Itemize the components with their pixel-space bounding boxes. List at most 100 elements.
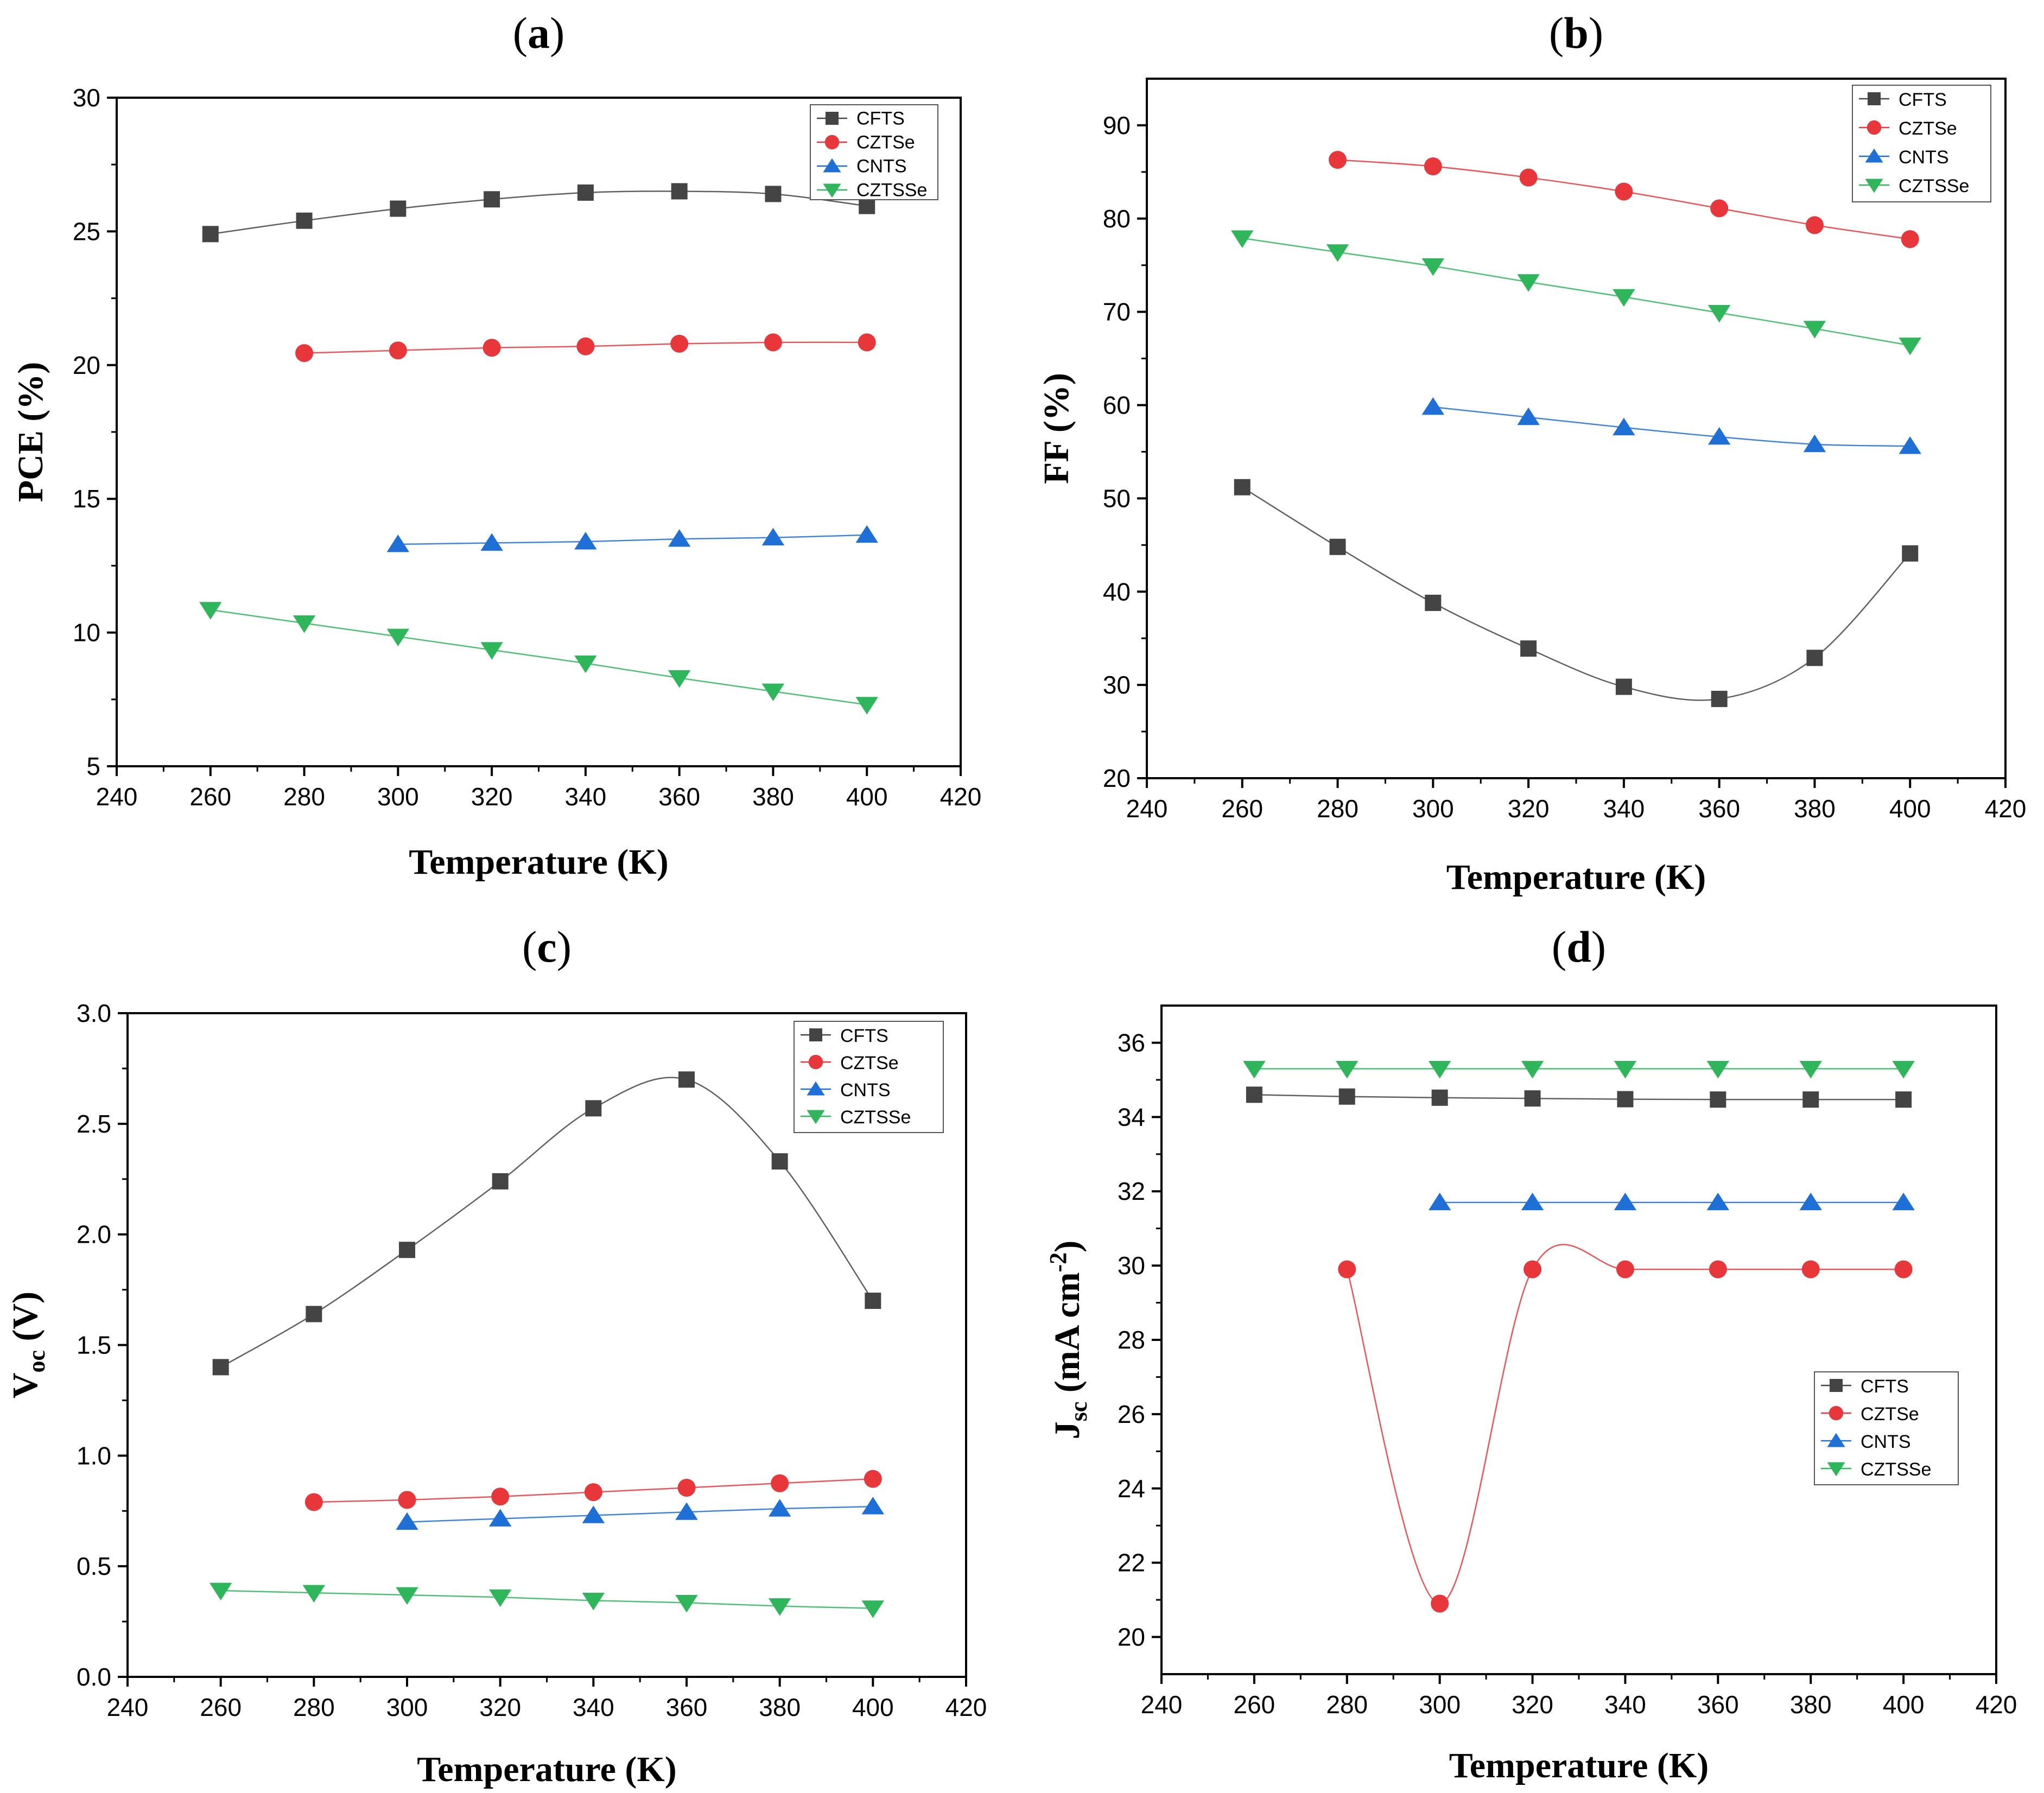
legend-marker	[823, 158, 841, 173]
series-line	[1254, 1094, 1904, 1101]
data-point	[1616, 1260, 1634, 1279]
series-cztse	[304, 1470, 882, 1511]
data-point	[1424, 157, 1442, 176]
y-axis-label: FF (%)	[1037, 373, 1076, 484]
series-line	[210, 190, 867, 235]
legend: CFTS CZTSe CNTS CZTSSe	[794, 1021, 944, 1133]
data-point	[1710, 199, 1729, 218]
legend-label: CZTSe	[1861, 1404, 1919, 1425]
x-tick-label: 360	[666, 1693, 708, 1721]
x-tick-label: 240	[107, 1693, 149, 1721]
legend-marker	[1865, 148, 1883, 163]
data-point	[1895, 1091, 1912, 1108]
data-point	[761, 527, 785, 546]
data-point	[1805, 216, 1824, 234]
data-point	[765, 186, 782, 202]
x-tick-label: 320	[1512, 1690, 1553, 1719]
legend-marker	[809, 1028, 822, 1041]
data-point	[1613, 417, 1635, 436]
data-point	[582, 1505, 605, 1523]
data-point	[771, 1153, 788, 1170]
data-point	[1521, 1192, 1544, 1211]
data-point	[1799, 1060, 1822, 1079]
y-tick-label: 40	[1103, 577, 1131, 606]
data-point	[859, 198, 875, 214]
data-point	[1428, 1060, 1451, 1079]
series-cztsse	[209, 1582, 885, 1618]
data-point	[584, 1483, 602, 1502]
data-point	[1899, 436, 1921, 454]
panel-title: (a)	[513, 8, 565, 58]
data-point	[864, 1470, 882, 1488]
legend-marker	[807, 1110, 825, 1124]
data-point	[1902, 545, 1919, 562]
data-point	[209, 1582, 232, 1601]
panel-title-open: (	[1552, 922, 1566, 971]
panel-title-close: )	[1591, 922, 1606, 971]
panel-title-letter: c	[537, 922, 556, 971]
y-tick-label: 24	[1118, 1474, 1145, 1503]
y-tick-label: 60	[1103, 391, 1131, 419]
y-tick-label: 90	[1103, 111, 1131, 139]
panel-title-open: (	[513, 8, 528, 58]
data-point	[1425, 594, 1442, 611]
data-point	[668, 670, 691, 688]
x-tick-label: 260	[200, 1693, 242, 1721]
data-point	[1901, 230, 1919, 249]
x-tick-label: 380	[1790, 1690, 1832, 1719]
data-point	[398, 1491, 416, 1509]
data-point	[1431, 1594, 1449, 1613]
x-tick-label: 280	[293, 1693, 335, 1721]
data-point	[1428, 1192, 1451, 1211]
data-point	[1707, 427, 1731, 445]
data-point	[293, 615, 316, 633]
x-tick-label: 360	[1698, 794, 1740, 823]
data-point	[1615, 182, 1633, 201]
data-point	[1326, 244, 1349, 262]
x-axis-label: Temperature (K)	[417, 1750, 676, 1789]
data-point	[1806, 650, 1823, 666]
x-tick-label: 300	[1419, 1690, 1461, 1719]
x-tick-label: 260	[1234, 1690, 1275, 1719]
series-cnts	[1421, 397, 1921, 454]
data-point	[861, 1497, 885, 1515]
y-tick-label: 20	[1118, 1623, 1145, 1651]
data-point	[1709, 1260, 1727, 1279]
data-point	[396, 1587, 418, 1605]
legend-marker	[823, 183, 841, 198]
legend-label: CZTSSe	[856, 180, 927, 201]
series-cztsse	[1231, 230, 1921, 355]
x-tick-label: 280	[283, 783, 325, 811]
y-tick-label: 80	[1103, 205, 1131, 233]
data-point	[1799, 1192, 1822, 1211]
x-tick-label: 240	[96, 783, 138, 811]
panel-title: (c)	[522, 922, 572, 971]
x-tick-label: 300	[377, 783, 419, 811]
data-point	[768, 1598, 791, 1616]
x-tick-label: 320	[479, 1693, 521, 1721]
panel-title: (d)	[1552, 922, 1606, 971]
legend-label: CZTSe	[856, 132, 915, 153]
data-point	[675, 1595, 698, 1613]
series-line	[1242, 237, 1910, 346]
data-point	[1899, 338, 1921, 355]
data-point	[304, 1493, 323, 1511]
panel-title-letter: b	[1564, 8, 1589, 58]
series-cztse	[1338, 1244, 1913, 1613]
legend-label: CFTS	[856, 109, 905, 129]
legend-label: CFTS	[840, 1026, 888, 1046]
x-tick-label: 300	[1412, 794, 1454, 823]
x-tick-label: 400	[1883, 1690, 1925, 1719]
panel-title-close: )	[1589, 8, 1603, 58]
y-tick-label: 32	[1118, 1177, 1145, 1205]
legend-marker	[1865, 179, 1883, 193]
legend-marker	[808, 1054, 823, 1070]
panel-title-letter: d	[1566, 922, 1591, 971]
y-axis-label: PCE (%)	[11, 362, 50, 502]
x-tick-label: 240	[1141, 1690, 1183, 1719]
data-point	[480, 642, 503, 660]
data-point	[675, 1502, 698, 1520]
data-point	[1706, 1192, 1730, 1211]
data-point	[1801, 1260, 1820, 1279]
